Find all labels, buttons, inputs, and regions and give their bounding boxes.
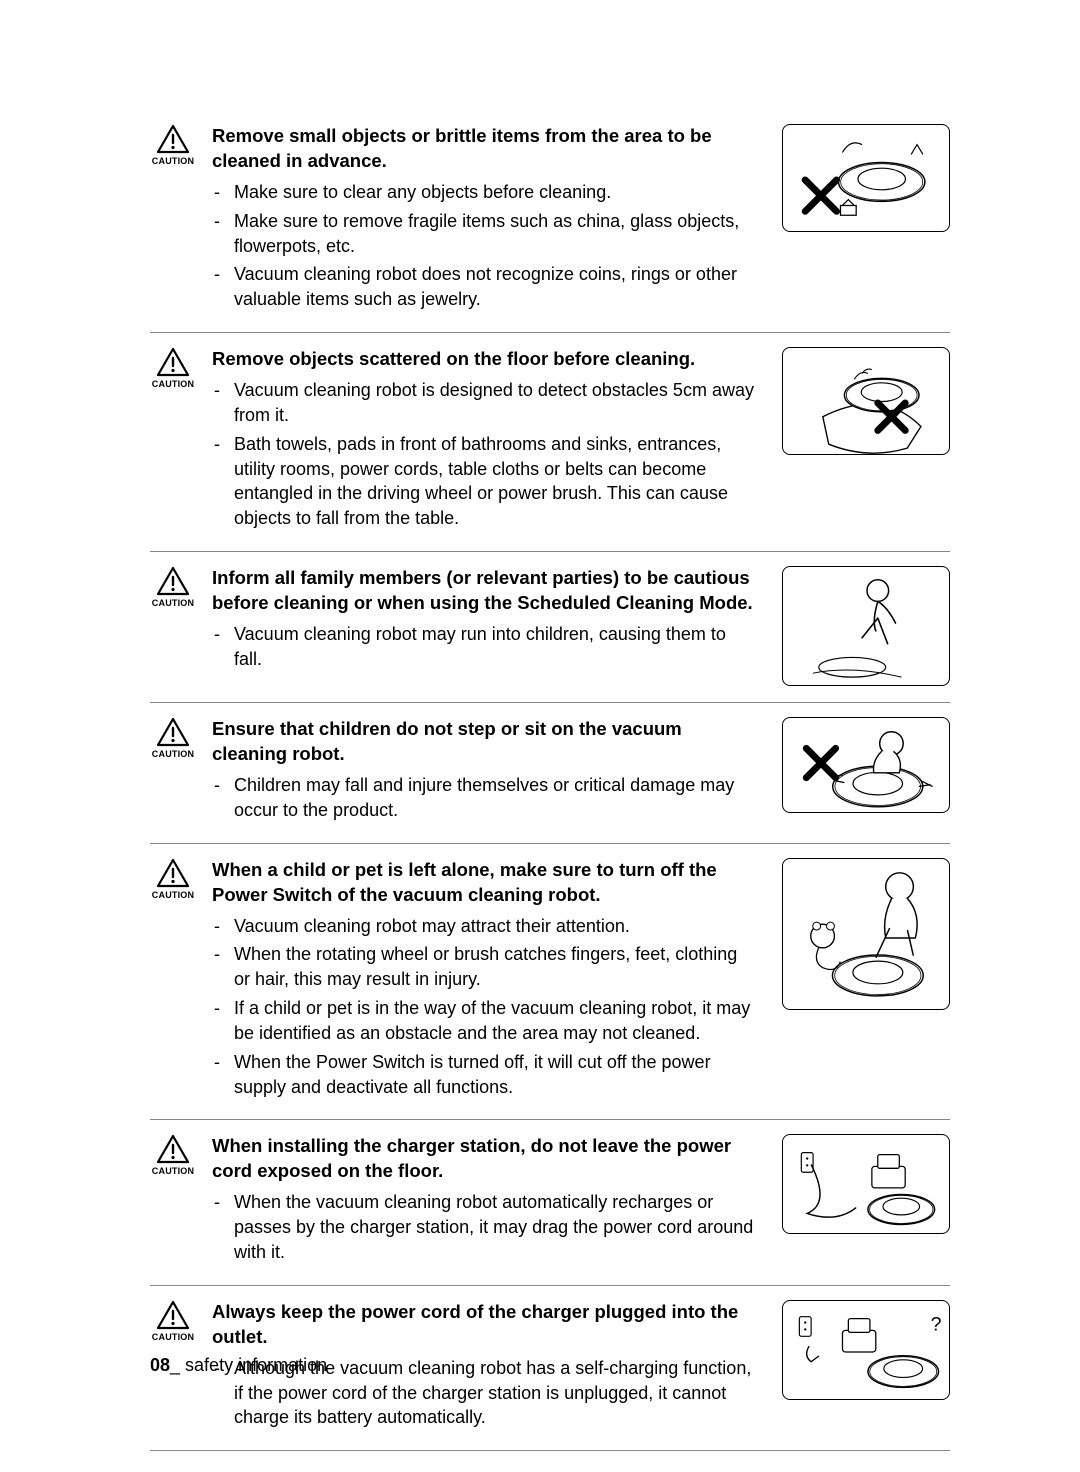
section-heading: Remove objects scattered on the floor be… xyxy=(212,347,754,372)
section-heading: Remove small objects or brittle items fr… xyxy=(212,124,754,174)
warning-triangle-icon xyxy=(156,1134,190,1164)
page-footer: 08_ safety information xyxy=(150,1355,327,1376)
caution-badge: CAUTION xyxy=(150,124,196,166)
caution-section: CAUTION Remove small objects or brittle i… xyxy=(150,110,950,333)
section-heading: Ensure that children do not step or sit … xyxy=(212,717,754,767)
caution-badge: CAUTION xyxy=(150,1134,196,1176)
illustration-child-running xyxy=(782,566,950,686)
caution-label: CAUTION xyxy=(150,598,196,608)
illustration-charger-unplugged: ? xyxy=(782,1300,950,1400)
caution-section: CAUTION When installing the charger stati… xyxy=(150,1120,950,1285)
section-heading: When installing the charger station, do … xyxy=(212,1134,754,1184)
section-heading: Always keep the power cord of the charge… xyxy=(212,1300,754,1350)
caution-label: CAUTION xyxy=(150,379,196,389)
section-heading: When a child or pet is left alone, make … xyxy=(212,858,754,908)
bullet-item: When the rotating wheel or brush catches… xyxy=(234,942,754,992)
caution-badge: CAUTION xyxy=(150,1300,196,1342)
section-text: Remove objects scattered on the floor be… xyxy=(212,347,766,535)
section-text: When installing the charger station, do … xyxy=(212,1134,766,1268)
illustration-column xyxy=(782,1134,950,1234)
caution-section: CAUTION Remove objects scattered on the f… xyxy=(150,333,950,552)
caution-badge: CAUTION xyxy=(150,717,196,759)
footer-label: _ safety information xyxy=(170,1355,327,1375)
illustration-column xyxy=(782,717,950,813)
illustration-column xyxy=(782,858,950,1010)
page-number: 08 xyxy=(150,1355,170,1375)
section-text: Inform all family members (or relevant p… xyxy=(212,566,766,676)
bullet-item: When the vacuum cleaning robot automatic… xyxy=(234,1190,754,1264)
caution-section: CAUTION Inform all family members (or rel… xyxy=(150,552,950,703)
illustration-child-sitting xyxy=(782,717,950,813)
bullet-list: When the vacuum cleaning robot automatic… xyxy=(212,1190,754,1264)
bullet-list: Children may fall and injure themselves … xyxy=(212,773,754,823)
svg-text:?: ? xyxy=(931,1313,942,1335)
illustration-column xyxy=(782,347,950,455)
sections-container: CAUTION Remove small objects or brittle i… xyxy=(150,110,950,1451)
caution-badge: CAUTION xyxy=(150,566,196,608)
warning-triangle-icon xyxy=(156,1300,190,1330)
warning-triangle-icon xyxy=(156,858,190,888)
manual-page: CAUTION Remove small objects or brittle i… xyxy=(0,0,1080,1472)
illustration-robot-fragile xyxy=(782,124,950,232)
warning-triangle-icon xyxy=(156,717,190,747)
illustration-child-pet xyxy=(782,858,950,1010)
caution-label: CAUTION xyxy=(150,1166,196,1176)
bullet-item: If a child or pet is in the way of the v… xyxy=(234,996,754,1046)
bullet-item: When the Power Switch is turned off, it … xyxy=(234,1050,754,1100)
caution-label: CAUTION xyxy=(150,156,196,166)
bullet-item: Vacuum cleaning robot may attract their … xyxy=(234,914,754,939)
bullet-list: Vacuum cleaning robot may run into child… xyxy=(212,622,754,672)
illustration-robot-tablecloth xyxy=(782,347,950,455)
bullet-item: Vacuum cleaning robot does not recognize… xyxy=(234,262,754,312)
bullet-list: Vacuum cleaning robot may attract their … xyxy=(212,914,754,1100)
bullet-item: Make sure to clear any objects before cl… xyxy=(234,180,754,205)
bullet-item: Children may fall and injure themselves … xyxy=(234,773,754,823)
warning-triangle-icon xyxy=(156,124,190,154)
illustration-charger-cord xyxy=(782,1134,950,1234)
warning-triangle-icon xyxy=(156,566,190,596)
illustration-column xyxy=(782,124,950,232)
caution-label: CAUTION xyxy=(150,749,196,759)
bullet-list: Make sure to clear any objects before cl… xyxy=(212,180,754,312)
section-text: When a child or pet is left alone, make … xyxy=(212,858,766,1104)
caution-badge: CAUTION xyxy=(150,858,196,900)
bullet-item: Vacuum cleaning robot may run into child… xyxy=(234,622,754,672)
caution-section: CAUTION Ensure that children do not step … xyxy=(150,703,950,844)
section-text: Ensure that children do not step or sit … xyxy=(212,717,766,827)
bullet-list: Vacuum cleaning robot is designed to det… xyxy=(212,378,754,531)
warning-triangle-icon xyxy=(156,347,190,377)
caution-label: CAUTION xyxy=(150,890,196,900)
caution-label: CAUTION xyxy=(150,1332,196,1342)
caution-section: CAUTION When a child or pet is left alone… xyxy=(150,844,950,1121)
illustration-column xyxy=(782,566,950,686)
bullet-item: Make sure to remove fragile items such a… xyxy=(234,209,754,259)
illustration-column: ? xyxy=(782,1300,950,1400)
section-text: Remove small objects or brittle items fr… xyxy=(212,124,766,316)
section-heading: Inform all family members (or relevant p… xyxy=(212,566,754,616)
bullet-item: Bath towels, pads in front of bathrooms … xyxy=(234,432,754,531)
bullet-item: Vacuum cleaning robot is designed to det… xyxy=(234,378,754,428)
caution-badge: CAUTION xyxy=(150,347,196,389)
